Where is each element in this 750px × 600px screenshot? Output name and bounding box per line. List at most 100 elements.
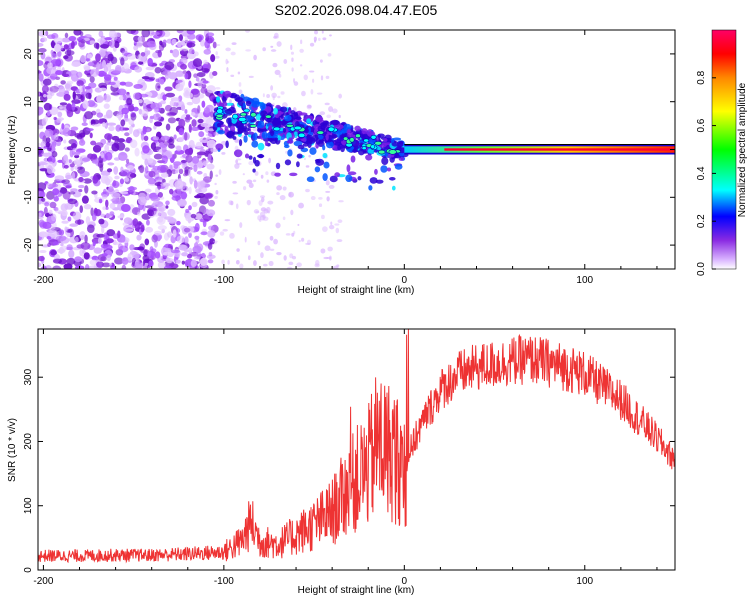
snr-y-tick-label: 300	[23, 368, 34, 385]
chirp-blob	[251, 140, 259, 148]
noise-speckle	[189, 176, 193, 185]
noise-speckle	[73, 30, 82, 36]
noise-speckle	[46, 236, 52, 240]
chirp-blob	[225, 102, 234, 106]
noise-speckle	[180, 159, 187, 164]
chirp-blob	[325, 141, 334, 149]
noise-speckle	[82, 157, 91, 162]
noise-speckle	[66, 80, 74, 85]
noise-speckle	[38, 142, 42, 147]
noise-speckle	[89, 40, 96, 45]
noise-speckle	[72, 71, 77, 77]
noise-speckle	[51, 213, 57, 222]
noise-speckle	[185, 114, 191, 118]
noise-speckle	[184, 116, 193, 120]
noise-speckle	[46, 110, 51, 117]
noise-speckle	[332, 265, 339, 269]
noise-speckle	[39, 131, 46, 140]
noise-speckle	[322, 37, 327, 41]
noise-speckle	[104, 144, 110, 153]
noise-speckle	[275, 222, 281, 229]
noise-speckle	[196, 72, 206, 78]
noise-speckle	[100, 151, 105, 159]
noise-speckle	[232, 180, 237, 184]
noise-speckle	[174, 149, 185, 155]
noise-speckle	[305, 165, 310, 168]
noise-speckle	[193, 51, 199, 57]
colorbar-tick-label: 0.6	[696, 118, 707, 132]
noise-speckle	[336, 239, 343, 243]
noise-speckle	[194, 195, 202, 199]
spectrogram-y-tick-label: 0	[23, 146, 34, 152]
noise-speckle	[196, 243, 204, 252]
noise-speckle	[288, 261, 294, 266]
noise-speckle	[133, 84, 143, 89]
noise-speckle	[52, 258, 63, 264]
noise-speckle	[120, 57, 125, 66]
noise-speckle	[225, 47, 231, 52]
noise-speckle	[86, 100, 96, 107]
noise-speckle	[213, 131, 217, 136]
noise-speckle	[100, 174, 109, 184]
noise-speckle	[237, 71, 241, 75]
noise-speckle	[175, 145, 182, 152]
noise-speckle	[68, 159, 72, 164]
chirp-blob	[350, 155, 356, 163]
noise-speckle	[144, 188, 152, 193]
noise-speckle	[76, 71, 83, 78]
noise-speckle	[185, 154, 193, 163]
noise-speckle	[155, 82, 161, 92]
chirp-blob	[391, 185, 396, 191]
noise-speckle	[330, 221, 333, 225]
noise-speckle	[245, 49, 251, 52]
noise-speckle	[229, 99, 232, 104]
noise-speckle	[114, 32, 122, 38]
noise-speckle	[285, 233, 291, 236]
chirp-blob	[352, 148, 357, 153]
spectrogram-x-tick-label: 0	[402, 275, 408, 286]
noise-speckle	[124, 147, 130, 152]
noise-speckle	[120, 235, 126, 243]
noise-speckle	[123, 228, 134, 232]
noise-speckle	[54, 70, 63, 76]
noise-speckle	[106, 238, 114, 244]
noise-speckle	[85, 128, 94, 132]
noise-speckle	[77, 166, 83, 170]
noise-speckle	[153, 121, 163, 127]
noise-speckle	[195, 76, 200, 82]
noise-speckle	[145, 165, 149, 174]
noise-speckle	[48, 183, 59, 188]
noise-speckle	[190, 213, 197, 219]
noise-speckle	[97, 237, 102, 245]
noise-speckle	[258, 200, 263, 206]
noise-speckle	[186, 30, 196, 35]
noise-speckle	[48, 209, 53, 215]
noise-speckle	[121, 264, 127, 269]
noise-speckle	[215, 51, 218, 56]
colorbar: 0.0 0.2 0.4 0.6 0.8 Normalized spectral ampl…	[696, 29, 748, 276]
noise-speckle	[224, 219, 231, 222]
noise-speckle	[144, 158, 149, 166]
noise-speckle	[180, 191, 187, 200]
noise-speckle	[152, 136, 160, 141]
noise-speckle	[57, 50, 62, 57]
noise-speckle	[215, 190, 219, 195]
noise-speckle	[227, 259, 230, 265]
noise-speckle	[146, 128, 151, 132]
chirp-blob	[302, 137, 307, 142]
noise-speckle	[63, 44, 69, 50]
noise-speckle	[320, 75, 324, 81]
noise-speckle	[191, 119, 197, 128]
noise-speckle	[127, 253, 132, 261]
noise-speckle	[72, 150, 76, 156]
noise-speckle	[175, 228, 181, 234]
noise-speckle	[157, 261, 166, 269]
noise-speckle	[109, 211, 115, 217]
noise-speckle	[253, 54, 257, 61]
chirp-blob	[257, 120, 265, 129]
chirp-blob	[226, 117, 232, 125]
noise-speckle	[288, 192, 292, 197]
noise-speckle	[112, 200, 122, 205]
noise-speckle	[63, 263, 73, 269]
noise-speckle	[283, 58, 288, 65]
